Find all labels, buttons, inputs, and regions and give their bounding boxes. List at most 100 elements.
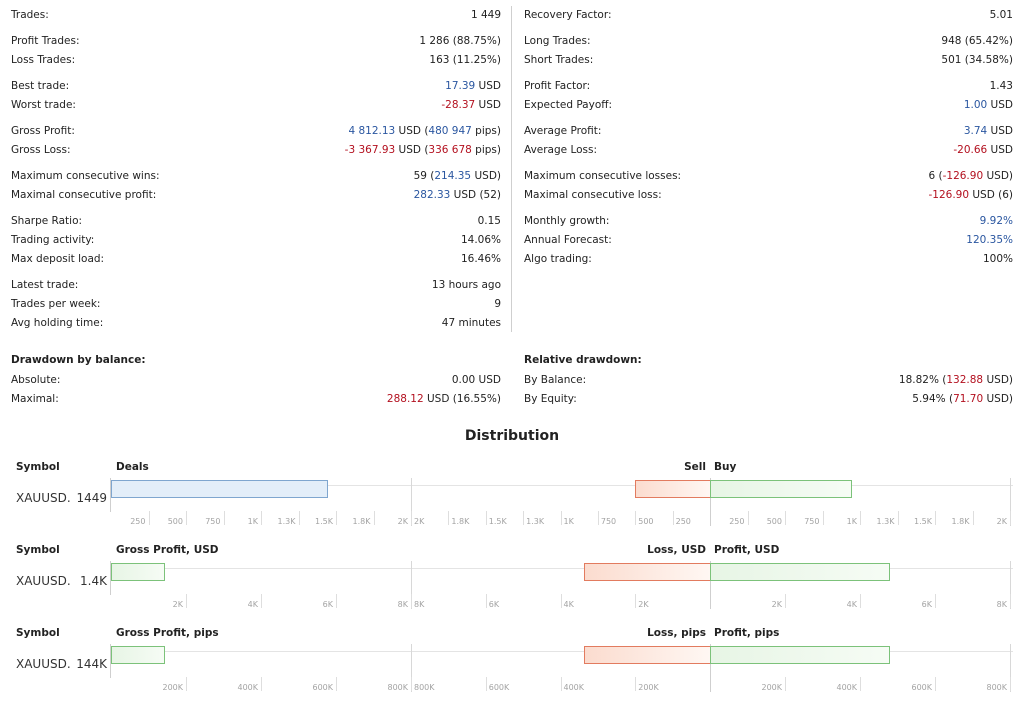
left-axis-tick-label: 250 bbox=[130, 517, 146, 526]
stat-label: Sharpe Ratio: bbox=[11, 215, 83, 227]
stat-value: 0.00 USD bbox=[451, 374, 501, 386]
right-chart-header-right: Buy bbox=[714, 461, 737, 473]
distribution-title: Distribution bbox=[464, 428, 560, 444]
right-right-axis-tick bbox=[860, 677, 861, 691]
right-right-axis-tick bbox=[785, 594, 786, 608]
stat-value: 1 449 bbox=[470, 9, 501, 21]
left-axis-tick-label: 600K bbox=[312, 683, 333, 692]
right-right-axis-tick-label: 600K bbox=[911, 683, 932, 692]
stat-label: Short Trades: bbox=[524, 54, 594, 66]
left-axis-tick-label: 1K bbox=[247, 517, 258, 526]
right-chart-header-right: Profit, pips bbox=[714, 627, 780, 639]
stat-value: 4 812.13 USD (480 947 pips) bbox=[348, 125, 501, 137]
right-chart-header-left: Loss, pips bbox=[647, 627, 706, 639]
stat-value: 5.94% (71.70 USD) bbox=[912, 393, 1013, 405]
stat-label: Absolute: bbox=[11, 374, 61, 386]
right-right-axis-tick-label: 4K bbox=[846, 600, 857, 609]
left-axis-tick-label: 1.3K bbox=[277, 517, 296, 526]
stat-label: Profit Trades: bbox=[11, 35, 80, 47]
stat-label: Algo trading: bbox=[524, 253, 592, 265]
right-right-axis-tick-label: 1K bbox=[846, 517, 857, 526]
right-right-bar bbox=[710, 646, 891, 664]
right-right-axis-tick-label: 800K bbox=[986, 683, 1007, 692]
left-axis-tick-label: 200K bbox=[162, 683, 183, 692]
stat-value: 16.46% bbox=[460, 253, 501, 265]
right-left-axis-tick-label: 4K bbox=[563, 600, 574, 609]
chart-area: XAUUSD. 1449 250 500 750 1K 1.3K 1.5K 1.8K 2K 2K… bbox=[0, 476, 1024, 536]
right-left-axis-tick-label: 1K bbox=[563, 517, 574, 526]
right-right-axis-tick bbox=[1010, 677, 1011, 691]
left-axis-tick-label: 2K bbox=[397, 517, 408, 526]
left-axis-tick bbox=[148, 511, 150, 525]
left-axis-tick bbox=[336, 594, 337, 608]
left-axis-tick bbox=[298, 511, 300, 525]
right-left-axis-tick bbox=[635, 511, 637, 525]
symbol-label: XAUUSD. bbox=[16, 657, 71, 671]
stat-value: 14.06% bbox=[460, 234, 501, 246]
left-chart-header: Deals bbox=[116, 461, 149, 473]
count-cell: 1449 bbox=[73, 478, 111, 512]
left-chart-end-line bbox=[411, 561, 412, 609]
stat-value: 948 (65.42%) bbox=[941, 35, 1013, 47]
stat-label: Gross Profit: bbox=[11, 125, 75, 137]
right-left-axis-tick-label: 750 bbox=[600, 517, 617, 526]
left-axis-tick bbox=[336, 677, 337, 691]
stat-value: -3 367.93 USD (336 678 pips) bbox=[344, 144, 501, 156]
symbol-header: Symbol bbox=[16, 544, 60, 556]
stat-value: 18.82% (132.88 USD) bbox=[898, 374, 1013, 386]
left-axis-tick-label: 500 bbox=[167, 517, 183, 526]
left-bar bbox=[111, 480, 329, 498]
right-chart-header-left: Loss, USD bbox=[647, 544, 706, 556]
left-axis-tick bbox=[261, 594, 262, 608]
stat-row: Best trade: 17.39 USD bbox=[11, 79, 501, 93]
right-left-axis-tick bbox=[560, 677, 562, 691]
right-right-axis-tick-label: 2K bbox=[996, 517, 1007, 526]
stat-value: 5.01 bbox=[989, 9, 1013, 21]
stat-label: Maximal: bbox=[11, 393, 59, 405]
stat-value: 1.43 bbox=[989, 80, 1013, 92]
right-right-axis-tick-label: 200K bbox=[761, 683, 782, 692]
left-axis-tick bbox=[223, 511, 225, 525]
stat-label: Worst trade: bbox=[11, 99, 76, 111]
center-line bbox=[710, 478, 711, 526]
stat-label: Annual Forecast: bbox=[524, 234, 612, 246]
row-guideline bbox=[111, 485, 1013, 486]
left-axis-tick-label: 800K bbox=[387, 683, 408, 692]
stat-label: Average Loss: bbox=[524, 144, 598, 156]
count-value: 144K bbox=[76, 657, 107, 671]
stat-label: Loss Trades: bbox=[11, 54, 76, 66]
right-left-axis-tick-label: 400K bbox=[563, 683, 585, 692]
stat-value: -126.90 USD (6) bbox=[928, 189, 1013, 201]
row-guideline bbox=[111, 568, 1013, 569]
right-right-axis-tick-label: 2K bbox=[771, 600, 782, 609]
right-chart-end-line bbox=[1010, 561, 1011, 609]
right-right-axis-tick-label: 6K bbox=[921, 600, 932, 609]
right-chart-header-left: Sell bbox=[684, 461, 706, 473]
right-left-axis-tick bbox=[485, 511, 487, 525]
stat-row: Monthly growth: 9.92% bbox=[524, 214, 1013, 228]
stat-value: 17.39 USD bbox=[445, 80, 501, 92]
stat-value: 120.35% bbox=[966, 234, 1013, 246]
right-left-axis-tick bbox=[448, 511, 450, 525]
stat-label: By Balance: bbox=[524, 374, 587, 386]
stat-label: Trading activity: bbox=[11, 234, 95, 246]
stat-value: 59 (214.35 USD) bbox=[413, 170, 501, 182]
stat-label: Average Profit: bbox=[524, 125, 602, 137]
right-left-axis-tick bbox=[523, 511, 525, 525]
chart-area: XAUUSD. 1.4K 2K 4K 6K 8K 8K 6K 4K 2K 2K 4K 6K 8K bbox=[0, 559, 1024, 619]
stat-row: Latest trade: 13 hours ago bbox=[11, 278, 501, 292]
right-left-bar bbox=[635, 480, 710, 498]
stat-label: Avg holding time: bbox=[11, 317, 104, 329]
right-left-axis-tick bbox=[560, 594, 562, 608]
left-axis-tick bbox=[261, 511, 262, 525]
stat-row: Expected Payoff: 1.00 USD bbox=[524, 98, 1013, 112]
stat-value: 163 (11.25%) bbox=[429, 54, 501, 66]
stat-value: 9 bbox=[494, 298, 501, 310]
left-chart-header: Gross Profit, pips bbox=[116, 627, 219, 639]
column-divider bbox=[511, 6, 512, 332]
left-axis-tick bbox=[261, 677, 262, 691]
left-axis-tick-label: 4K bbox=[247, 600, 258, 609]
relative-drawdown-title: Relative drawdown: bbox=[524, 354, 642, 366]
right-left-axis-tick-label: 1.5K bbox=[488, 517, 507, 526]
right-right-axis-tick bbox=[822, 511, 824, 525]
